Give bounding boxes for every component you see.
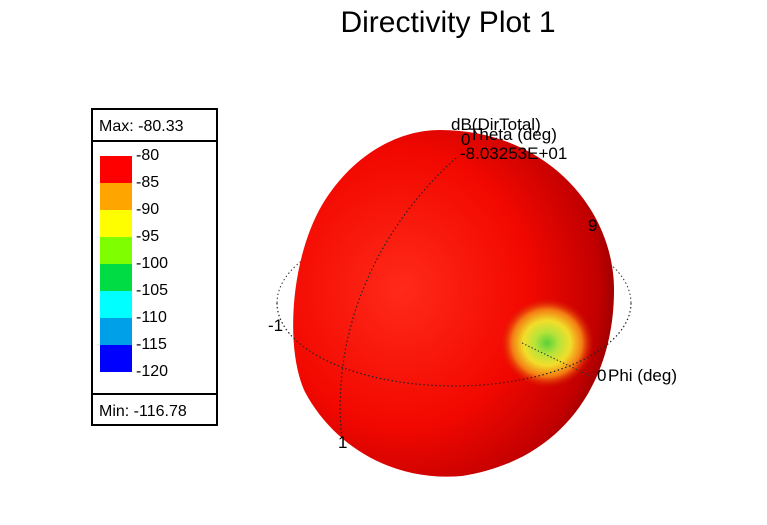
legend-swatch (100, 183, 132, 210)
legend-tick-label: -80 (136, 147, 160, 164)
legend-color-scale: -80 -85 -90 -95 -100 -105 -110 -115 -120 (91, 140, 218, 395)
legend-min-label: Min: -116.78 (91, 393, 218, 426)
phi-ring-front (276, 302, 632, 387)
legend-swatch (100, 210, 132, 237)
legend-tick-label: -85 (136, 174, 160, 191)
legend-tick-label: -105 (136, 282, 169, 299)
phi-axis-label: Phi (deg) (608, 366, 677, 385)
theta-meridian (339, 157, 457, 441)
legend-swatch (100, 318, 132, 345)
theta-partial-label: 1 (338, 433, 347, 452)
radiation-pattern-surface (293, 130, 614, 477)
phi-zero-label: 0 (597, 366, 606, 385)
legend-tick-label: -115 (136, 336, 167, 353)
color-legend: Max: -80.33 -80 -85 -90 -95 -100 -105 -110 -115… (91, 108, 218, 426)
side-partial-label: 9 (588, 216, 597, 235)
legend-tick-label: -90 (136, 201, 160, 218)
legend-swatch (100, 156, 132, 183)
value-readout: -8.03253E+01 (460, 144, 567, 163)
pattern-null-region (500, 298, 594, 388)
phi-partial-label: -1 (268, 316, 283, 335)
legend-tick-label: -100 (136, 255, 169, 272)
theta-zero-label: 0 (461, 130, 470, 149)
legend-max-label: Max: -80.33 (91, 108, 218, 142)
chart-title: Directivity Plot 1 (340, 6, 556, 39)
quantity-label: dB(DirTotal) (451, 115, 541, 134)
legend-tick-label: -110 (136, 309, 167, 326)
legend-swatch (100, 237, 132, 264)
legend-swatch (100, 345, 132, 372)
legend-tick-label: -120 (136, 363, 169, 380)
theta-axis-label: Theta (deg) (469, 125, 557, 144)
legend-swatch (100, 264, 132, 291)
legend-swatch (100, 291, 132, 318)
legend-tick-label: -95 (136, 228, 160, 245)
